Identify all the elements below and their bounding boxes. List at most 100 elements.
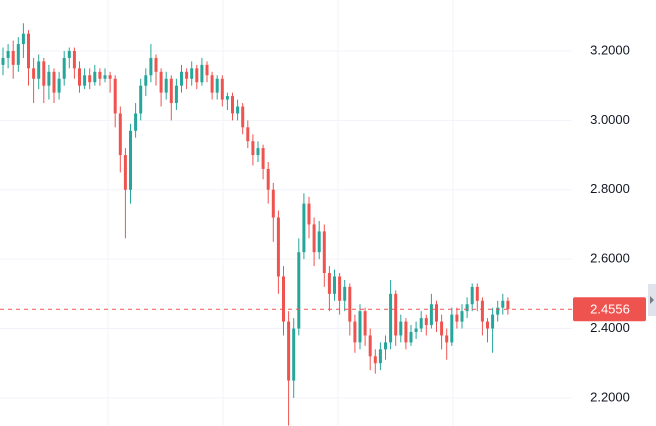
- candle-body: [348, 286, 352, 322]
- candle-body: [123, 155, 127, 190]
- candle-body: [266, 168, 270, 190]
- candle-body: [78, 68, 81, 86]
- candle-body: [195, 68, 199, 83]
- candle-body: [404, 321, 408, 343]
- candle-body: [174, 85, 178, 104]
- candle-body: [6, 50, 10, 58]
- candle-body: [307, 203, 311, 225]
- candle-body: [312, 224, 316, 253]
- candle-body: [144, 75, 148, 86]
- candle-body: [302, 203, 306, 253]
- candle-body: [424, 318, 428, 326]
- candle-body: [287, 321, 291, 381]
- candle-body: [200, 64, 204, 83]
- candle-body: [72, 50, 76, 69]
- candle-body: [409, 331, 413, 343]
- candle-body: [236, 106, 240, 114]
- candle-body: [282, 276, 285, 322]
- candle-body: [389, 293, 393, 343]
- candle-body: [83, 75, 87, 86]
- candle-body: [210, 75, 214, 93]
- candle-body: [231, 96, 234, 114]
- candle-body: [450, 314, 454, 343]
- candle-body: [506, 300, 510, 310]
- candle-body: [470, 286, 474, 305]
- candle-body: [399, 321, 403, 336]
- candle-body: [429, 304, 433, 326]
- candle-body: [67, 50, 71, 58]
- candle-body: [480, 300, 484, 322]
- candle-body: [185, 71, 189, 79]
- candle-body: [88, 75, 92, 83]
- price-axis: 2.2000 2.4000 2.6000 2.8000 3.0000 3.2000 2.45…: [573, 42, 646, 404]
- candle-body: [118, 113, 122, 156]
- candle-body: [496, 307, 500, 315]
- candle-body: [159, 71, 163, 93]
- y-tick-label: 3.0000: [590, 112, 630, 127]
- handle-arrow: [650, 296, 654, 304]
- candle-body: [37, 61, 41, 79]
- candle-body: [154, 57, 158, 72]
- candle-body: [491, 314, 495, 329]
- candle-body: [220, 78, 224, 100]
- candle-body: [113, 78, 117, 114]
- candle-body: [93, 71, 97, 83]
- candle-body: [322, 231, 326, 274]
- candle-body: [486, 321, 489, 329]
- candle-body: [435, 304, 438, 322]
- candle-body: [414, 328, 418, 332]
- candle-body: [501, 300, 505, 308]
- candle-body: [261, 148, 265, 169]
- candles: [0, 23, 572, 426]
- last-price-box: [573, 297, 646, 322]
- y-tick-label: 2.4000: [590, 320, 630, 335]
- candle-body: [256, 148, 260, 156]
- candle-body: [246, 127, 250, 142]
- candle-body: [98, 71, 102, 79]
- candle-body: [378, 349, 382, 364]
- candle-body: [62, 57, 66, 79]
- candle-body: [338, 276, 342, 301]
- candle-body: [103, 75, 107, 79]
- candle-body: [21, 33, 25, 45]
- candle-body: [27, 33, 30, 69]
- candle-body: [225, 96, 229, 100]
- candle-body: [251, 141, 255, 156]
- candle-body: [139, 85, 143, 114]
- candle-body: [276, 217, 280, 277]
- candle-body: [169, 78, 173, 104]
- candle-body: [271, 189, 275, 218]
- candle-body: [52, 71, 56, 93]
- candle-body: [460, 311, 464, 322]
- candle-body: [358, 311, 362, 343]
- candle-body: [57, 78, 61, 93]
- candle-body: [343, 286, 347, 301]
- candle-body: [373, 356, 377, 364]
- candle-body: [149, 57, 153, 76]
- candle-body: [465, 304, 469, 312]
- candle-body: [164, 78, 168, 93]
- candle-body: [317, 231, 321, 253]
- y-tick-label: 2.6000: [590, 251, 630, 266]
- candle-body: [42, 61, 46, 86]
- candle-body: [205, 64, 209, 76]
- horizontal-grid: [0, 50, 572, 399]
- candle-body: [215, 78, 219, 93]
- candle-body: [129, 130, 132, 190]
- vertical-grid: [107, 0, 454, 426]
- candle-body: [327, 273, 331, 294]
- candle-body: [11, 50, 15, 65]
- candle-body: [419, 318, 423, 329]
- candle-body: [47, 71, 51, 86]
- candle-body: [475, 286, 479, 301]
- candle-body: [16, 44, 20, 65]
- candle-body: [455, 314, 459, 322]
- candle-body: [384, 342, 387, 350]
- candle-body: [134, 113, 138, 131]
- candle-body: [368, 335, 372, 357]
- candle-body: [353, 321, 357, 343]
- candle-body: [180, 71, 183, 86]
- candle-body: [292, 328, 296, 381]
- y-tick-label: 3.2000: [590, 42, 630, 57]
